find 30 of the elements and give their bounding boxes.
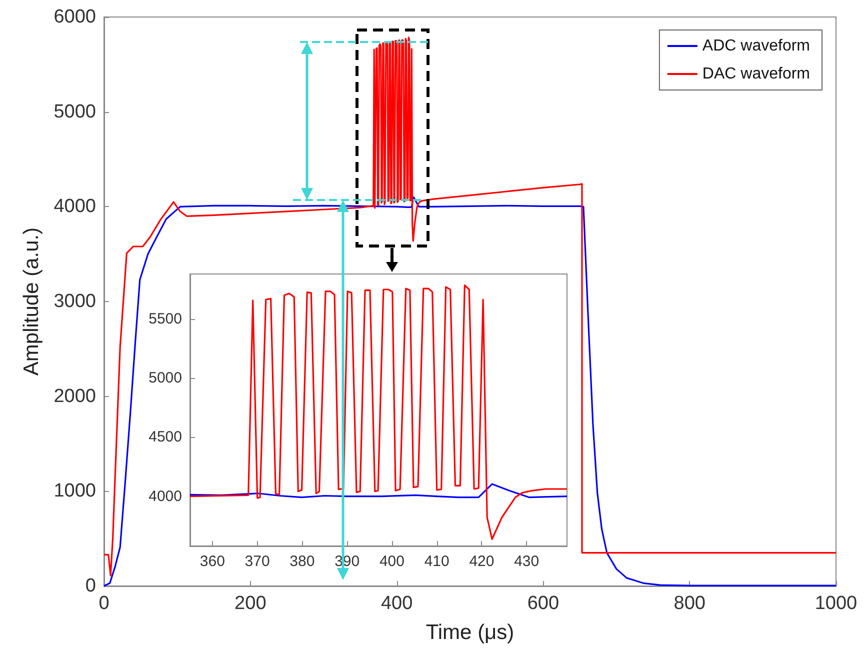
x-tick-label: 0 (98, 593, 110, 614)
y-tick-label: 1000 (54, 480, 96, 502)
x-tick-label: 400 (380, 593, 413, 614)
x-tick-label: 1000 (814, 593, 858, 614)
y-tick-label: 4000 (148, 488, 182, 505)
x-tick-label: 380 (290, 553, 315, 570)
x-tick-label: 420 (469, 553, 494, 570)
x-tick-label: 410 (424, 553, 450, 570)
line-series (189, 483, 568, 498)
line-series (189, 284, 568, 540)
y-tick-label: 2000 (54, 386, 96, 407)
x-tick-label: 400 (379, 553, 404, 570)
legend-label: DAC waveform (702, 66, 810, 82)
y-tick-label: 4000 (54, 196, 96, 218)
y-tick-label: 3000 (54, 291, 96, 312)
y-tick-label: 4500 (148, 428, 182, 446)
x-tick-label: 360 (200, 553, 225, 570)
y-tick-label: 5500 (148, 310, 182, 328)
x-tick-label: 430 (514, 553, 540, 570)
x-axis-title: Time (μs) (426, 621, 514, 644)
legend-label: ADC waveform (702, 38, 810, 54)
x-tick-label: 800 (674, 593, 706, 614)
x-tick-label: 370 (244, 553, 270, 570)
y-axis-title: Amplitude (a.u.) (20, 227, 43, 376)
y-tick-label: 0 (85, 576, 96, 596)
x-tick-label: 600 (527, 593, 560, 614)
y-tick-label: 5000 (54, 101, 96, 122)
y-tick-label: 5000 (148, 370, 182, 387)
x-tick-label: 200 (234, 593, 266, 614)
y-tick-label: 6000 (54, 6, 96, 28)
